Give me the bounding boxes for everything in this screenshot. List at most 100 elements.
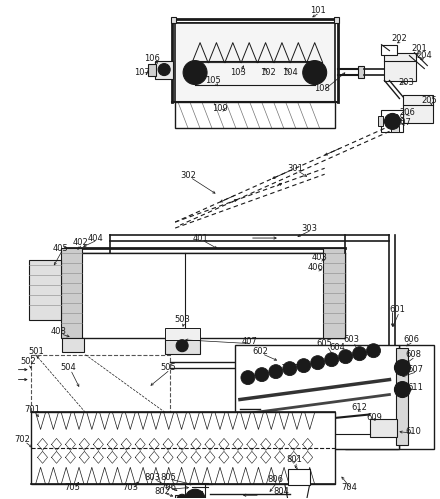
Text: 610: 610 xyxy=(405,427,422,436)
Text: 204: 204 xyxy=(417,51,432,60)
Bar xyxy=(155,60,173,78)
Text: 104: 104 xyxy=(282,68,297,77)
Bar xyxy=(185,484,205,499)
Text: 202: 202 xyxy=(392,34,407,43)
Bar xyxy=(31,355,170,413)
Bar xyxy=(381,44,397,54)
Text: 502: 502 xyxy=(21,357,37,366)
Bar xyxy=(334,17,339,23)
Circle shape xyxy=(297,359,311,373)
Bar xyxy=(31,413,335,484)
Bar xyxy=(392,126,400,132)
Text: 208: 208 xyxy=(389,114,405,123)
Text: 108: 108 xyxy=(314,84,330,93)
Circle shape xyxy=(283,362,297,376)
Text: 207: 207 xyxy=(396,118,411,127)
Bar xyxy=(148,63,156,75)
Text: 205: 205 xyxy=(422,96,437,105)
Text: 109: 109 xyxy=(212,104,228,113)
Bar xyxy=(188,491,202,499)
Text: 303: 303 xyxy=(302,224,318,233)
Circle shape xyxy=(325,353,339,367)
Text: 501: 501 xyxy=(29,347,44,356)
Bar xyxy=(165,338,200,354)
Bar xyxy=(175,495,189,499)
Circle shape xyxy=(176,340,188,352)
Text: 201: 201 xyxy=(411,44,427,53)
Bar xyxy=(171,17,176,23)
Text: 405: 405 xyxy=(53,244,68,252)
Text: 604: 604 xyxy=(330,343,345,352)
Text: 206: 206 xyxy=(400,108,415,117)
Bar xyxy=(165,328,200,340)
Text: 705: 705 xyxy=(65,483,81,492)
Text: 403: 403 xyxy=(312,253,328,262)
Text: 702: 702 xyxy=(15,435,30,444)
Text: 301: 301 xyxy=(287,164,303,173)
Circle shape xyxy=(255,368,269,382)
Bar xyxy=(385,52,416,80)
Text: 701: 701 xyxy=(25,405,40,414)
Bar xyxy=(61,248,82,338)
Bar xyxy=(235,345,400,450)
Circle shape xyxy=(269,365,283,379)
Text: 804: 804 xyxy=(274,487,290,496)
Text: 105: 105 xyxy=(205,76,221,85)
Circle shape xyxy=(303,60,326,84)
Circle shape xyxy=(367,344,381,358)
Text: 605: 605 xyxy=(317,339,333,348)
Text: 505: 505 xyxy=(160,363,176,372)
Circle shape xyxy=(177,494,187,499)
Bar xyxy=(403,95,433,123)
Text: 612: 612 xyxy=(352,403,367,412)
Text: 602: 602 xyxy=(252,347,268,356)
Bar xyxy=(175,23,335,102)
Text: 606: 606 xyxy=(403,335,419,344)
Text: 607: 607 xyxy=(407,365,423,374)
Circle shape xyxy=(339,350,352,364)
Circle shape xyxy=(241,371,255,385)
Text: 407: 407 xyxy=(242,337,258,346)
Text: 601: 601 xyxy=(389,305,405,314)
Text: 302: 302 xyxy=(180,171,196,180)
Bar xyxy=(66,253,345,338)
Text: 609: 609 xyxy=(367,413,382,422)
Bar xyxy=(396,348,408,446)
Bar xyxy=(358,65,363,77)
Text: 402: 402 xyxy=(73,238,88,247)
Bar xyxy=(288,469,310,485)
Text: 611: 611 xyxy=(407,383,423,392)
Text: 603: 603 xyxy=(344,335,359,344)
Text: 103: 103 xyxy=(230,68,246,77)
Circle shape xyxy=(158,63,170,75)
Text: 802: 802 xyxy=(154,487,170,496)
Text: 203: 203 xyxy=(399,78,414,87)
Text: 805: 805 xyxy=(160,473,176,482)
Bar xyxy=(345,355,400,450)
Text: 406: 406 xyxy=(308,263,324,272)
Text: 106: 106 xyxy=(144,54,160,63)
Text: 404: 404 xyxy=(88,234,103,243)
Bar xyxy=(323,248,345,338)
Text: 803: 803 xyxy=(144,473,160,482)
Bar xyxy=(29,260,61,320)
Text: 801: 801 xyxy=(287,455,303,464)
Bar xyxy=(62,338,84,352)
Circle shape xyxy=(311,356,325,370)
Text: 504: 504 xyxy=(61,363,77,372)
Text: 401: 401 xyxy=(192,234,208,243)
Text: 703: 703 xyxy=(122,483,138,492)
Text: 107: 107 xyxy=(134,68,150,77)
Text: 101: 101 xyxy=(310,6,326,15)
Text: 608: 608 xyxy=(405,350,422,359)
Text: 408: 408 xyxy=(51,327,66,336)
Bar xyxy=(381,110,403,132)
Circle shape xyxy=(394,382,411,398)
Bar xyxy=(400,345,434,450)
Circle shape xyxy=(394,360,411,376)
Text: 806: 806 xyxy=(268,475,284,484)
Bar xyxy=(378,116,384,126)
Circle shape xyxy=(183,60,207,84)
Bar xyxy=(175,102,335,128)
Text: 704: 704 xyxy=(341,483,358,492)
